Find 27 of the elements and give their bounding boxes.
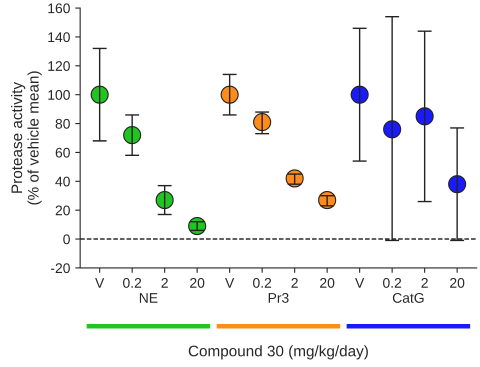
x-axis-title: Compound 30 (mg/kg/day) [188, 345, 368, 360]
y-tick-label: 20 [56, 206, 70, 216]
x-tick-label: 20 [190, 278, 204, 288]
text: CatG [392, 293, 424, 303]
x-tick-label: 0.2 [383, 278, 402, 288]
y-tick-label: 40 [55, 176, 70, 186]
text: NE [140, 293, 158, 303]
x-tick-label: 0.2 [253, 278, 272, 288]
y-tick-label: 160 [48, 3, 70, 14]
y-axis-title: Protease activity (% of vehicle mean) [11, 71, 42, 205]
text: Pr3 [268, 293, 289, 303]
y-tick-label: 80 [56, 118, 70, 129]
x-tick-label: 2 [161, 278, 168, 288]
x-tick-label: 2 [291, 278, 298, 288]
x-tick-label: 20 [320, 278, 334, 288]
x-tick-label: 2 [421, 278, 428, 288]
y-tick-label: 140 [48, 32, 70, 42]
x-tick-label: 20 [450, 278, 464, 288]
y-tick-label: -20 [50, 263, 70, 274]
x-tick-label: V [355, 278, 364, 288]
x-tick-label: V [225, 278, 234, 288]
y-tick-label: 120 [48, 61, 70, 71]
x-tick-label: V [95, 278, 104, 288]
y-tick-label: 0 [63, 234, 70, 244]
y-tick-label: 100 [48, 90, 70, 100]
x-tick-label: 0.2 [123, 278, 142, 288]
y-tick-label: 60 [56, 148, 70, 158]
